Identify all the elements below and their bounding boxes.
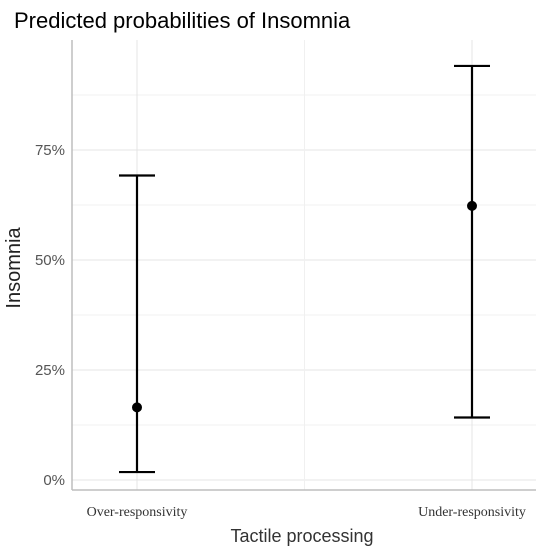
x-axis-label: Tactile processing	[230, 526, 373, 546]
data-marks	[119, 64, 490, 474]
error-bar-group	[119, 174, 155, 474]
axes: 0% 25% 50% 75% Over-responsivity Under-respon…	[35, 40, 536, 520]
x-tick-label: Over-responsivity	[87, 505, 188, 520]
y-axis-label: Insomnia	[3, 227, 25, 309]
chart-title: Predicted probabilities of Insomnia	[14, 8, 351, 33]
x-tick-label: Under-responsivity	[418, 505, 526, 520]
error-bar-group	[454, 64, 490, 419]
y-tick-label: 50%	[35, 252, 65, 269]
grid-lines	[72, 40, 536, 490]
data-point	[132, 402, 142, 413]
y-tick-label: 75%	[35, 142, 65, 159]
y-tick-label: 25%	[35, 362, 65, 379]
y-tick-label: 0%	[43, 472, 65, 489]
data-point	[467, 200, 477, 211]
